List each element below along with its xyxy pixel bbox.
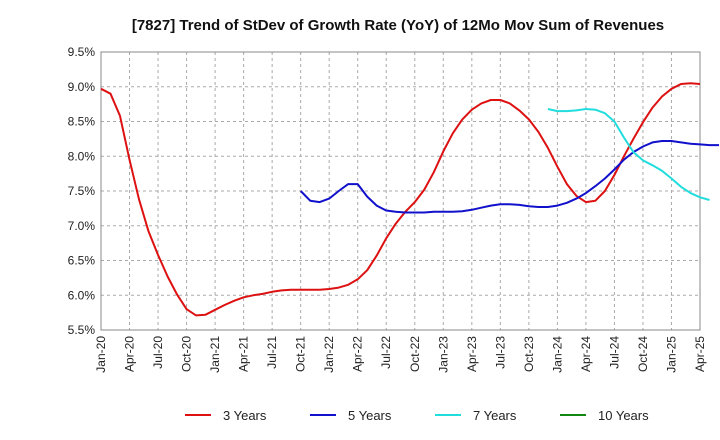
y-axis-ticks: 5.5% 6.0% 6.5% 7.0% 7.5% 8.0% 8.5% 9.0% 9.5% <box>68 45 96 337</box>
y-tick-label: 7.0% <box>68 219 96 233</box>
x-tick-label: Jan-22 <box>322 336 336 373</box>
x-tick-label: Jan-24 <box>550 336 564 373</box>
x-axis-ticks: Jan-20 Apr-20 Jul-20 Oct-20 Jan-21 Apr-21 Jul-… <box>94 336 707 373</box>
plot-frame <box>100 51 701 331</box>
x-tick-label: Apr-22 <box>351 336 365 372</box>
legend-label: 5 Years <box>348 408 392 423</box>
y-tick-label: 8.0% <box>68 149 96 163</box>
y-tick-label: 5.5% <box>68 323 96 337</box>
x-tick-label: Jul-23 <box>493 336 507 369</box>
y-tick-label: 6.0% <box>68 288 96 302</box>
x-tick-label: Apr-21 <box>237 336 251 372</box>
legend-item-10-years: 10 Years <box>560 408 649 423</box>
y-tick-label: 6.5% <box>68 254 96 268</box>
x-tick-label: Jul-20 <box>151 336 165 369</box>
legend-label: 7 Years <box>473 408 517 423</box>
x-tick-label: Oct-21 <box>294 336 308 372</box>
legend-item-7-years: 7 Years <box>435 408 517 423</box>
x-tick-label: Oct-20 <box>180 336 194 372</box>
series-line-3-years <box>100 82 701 317</box>
y-tick-label: 9.5% <box>68 45 96 59</box>
x-tick-label: Oct-24 <box>636 336 650 372</box>
y-tick-label: 7.5% <box>68 184 96 198</box>
legend-item-3-years: 3 Years <box>185 408 267 423</box>
legend-label: 10 Years <box>598 408 649 423</box>
series-line-5-years <box>299 140 719 214</box>
legend-label: 3 Years <box>223 408 267 423</box>
x-tick-label: Oct-22 <box>408 336 422 372</box>
x-tick-label: Jul-22 <box>379 336 393 369</box>
chart-title: [7827] Trend of StDev of Growth Rate (Yo… <box>132 17 664 34</box>
grid-layer <box>100 51 701 331</box>
legend: 3 Years 5 Years 7 Years 10 Years <box>185 408 649 423</box>
legend-item-5-years: 5 Years <box>310 408 392 423</box>
y-tick-label: 9.0% <box>68 80 96 94</box>
x-tick-label: Jan-21 <box>208 336 222 373</box>
x-tick-label: Apr-25 <box>693 336 707 372</box>
x-tick-label: Jan-25 <box>664 336 678 373</box>
x-tick-label: Oct-23 <box>522 336 536 372</box>
x-tick-label: Apr-24 <box>579 336 593 372</box>
x-tick-label: Apr-23 <box>465 336 479 372</box>
x-tick-label: Jul-24 <box>607 336 621 369</box>
series-layer <box>100 82 719 317</box>
series-line-7-years <box>547 108 710 201</box>
x-tick-label: Apr-20 <box>123 336 137 372</box>
x-tick-label: Jan-20 <box>94 336 108 373</box>
x-tick-label: Jan-23 <box>436 336 450 373</box>
y-tick-label: 8.5% <box>68 115 96 129</box>
x-tick-label: Jul-21 <box>265 336 279 369</box>
